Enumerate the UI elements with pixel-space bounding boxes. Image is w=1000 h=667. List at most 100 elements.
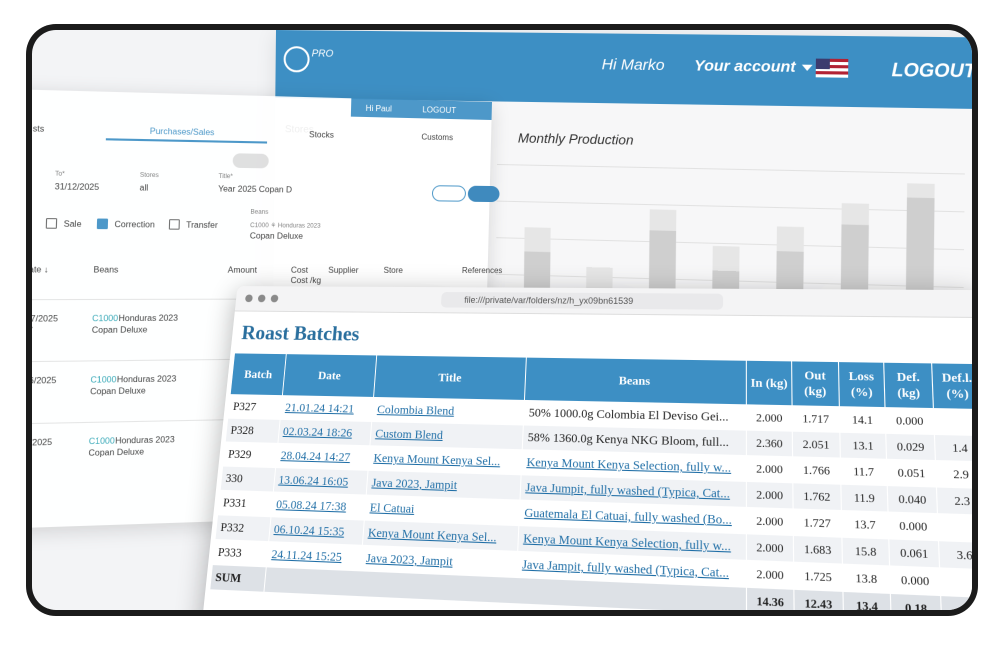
cell[interactable]: 13.06.24 16:05 bbox=[273, 467, 369, 496]
bean-origin: Honduras 2023 bbox=[118, 313, 179, 324]
bean-code[interactable]: C1000 bbox=[92, 313, 119, 324]
address-bar[interactable]: file:///private/var/folders/nz/h_yx09bn6… bbox=[440, 291, 724, 310]
brand: PRO bbox=[311, 48, 334, 60]
bean-origin: Honduras 2023 bbox=[115, 434, 175, 446]
add-button[interactable] bbox=[232, 153, 269, 169]
cell: 1.4 bbox=[934, 434, 972, 462]
batch-id: P333 bbox=[212, 539, 269, 567]
checkbox[interactable] bbox=[96, 218, 109, 230]
logo bbox=[283, 46, 310, 73]
cell: 0.061 bbox=[889, 538, 940, 568]
logout-button[interactable]: LOGOUT bbox=[891, 59, 972, 82]
window-button[interactable] bbox=[257, 294, 266, 303]
cell: 2.3 bbox=[936, 486, 972, 516]
cell: 0.000 bbox=[888, 512, 939, 541]
cell: 15.8 bbox=[841, 537, 891, 566]
sum-value: 0.18 bbox=[890, 593, 942, 610]
cell: 1.717 bbox=[792, 405, 840, 433]
sum-value: 1.5 bbox=[940, 595, 972, 610]
sum-label: SUM bbox=[209, 564, 267, 593]
title-field[interactable]: Year 2025 Copan D bbox=[218, 184, 293, 195]
field-label: Title* bbox=[218, 173, 233, 181]
beans-select[interactable]: Copan Deluxe bbox=[249, 231, 304, 241]
column-header[interactable]: ate ↓ bbox=[32, 264, 49, 275]
header-bar: PRO Hi Marko Your account LOGOUT bbox=[275, 30, 972, 110]
checkbox-label: Sale bbox=[63, 219, 82, 229]
column-header: Beans bbox=[93, 265, 119, 275]
account-label[interactable]: Your account bbox=[694, 57, 796, 76]
cancel-button[interactable] bbox=[431, 185, 467, 202]
greeting[interactable]: Hi Marko bbox=[601, 55, 665, 75]
date-field[interactable]: 31/12/2025 bbox=[54, 181, 100, 193]
cell: 2.000 bbox=[746, 560, 795, 590]
flag-stripe bbox=[815, 74, 849, 78]
column-header: Store bbox=[383, 265, 404, 275]
tab[interactable]: Stocks bbox=[308, 130, 335, 140]
batch-id: P329 bbox=[222, 441, 278, 468]
column-header: Amount bbox=[227, 265, 258, 275]
column-header: Loss (%) bbox=[837, 361, 886, 408]
tab[interactable]: Customs bbox=[421, 132, 454, 143]
cell[interactable]: 02.03.24 18:26 bbox=[277, 419, 372, 446]
caret bbox=[802, 64, 813, 72]
logout-button[interactable]: LOGOUT bbox=[422, 105, 457, 116]
roast-table: Batch Date Title Beans In (kg) Out (kg) Loss (… bbox=[209, 352, 972, 610]
flag[interactable] bbox=[815, 58, 849, 78]
cell[interactable]: Colombia Blend bbox=[371, 397, 525, 425]
sum-value: 13.4 bbox=[842, 591, 892, 610]
cell: 2.000 bbox=[746, 455, 794, 483]
cell[interactable]: 28.04.24 14:27 bbox=[275, 443, 371, 471]
confirm-button[interactable] bbox=[467, 185, 500, 203]
cell: 2.9 bbox=[935, 460, 972, 489]
browser-window: file:///private/var/folders/nz/h_yx09bn6… bbox=[199, 286, 972, 610]
bean-name: Copan Deluxe bbox=[88, 447, 145, 458]
bar bbox=[711, 245, 740, 356]
device-frame: Stores PRO Hi Marko Your account LOGOUT … bbox=[26, 24, 978, 616]
cell: 1.725 bbox=[793, 562, 843, 592]
column-header: Def.l. (%) bbox=[931, 362, 972, 410]
document-title: Roast Batches bbox=[240, 320, 361, 346]
cell: 3.6 bbox=[938, 540, 972, 570]
cell: 14.1 bbox=[838, 406, 887, 434]
bean-name: Copan Deluxe bbox=[90, 386, 146, 397]
browser-toolbar: file:///private/var/folders/nz/h_yx09bn6… bbox=[234, 286, 972, 318]
cell[interactable]: 21.01.24 14:21 bbox=[279, 395, 374, 422]
active-tab-indicator bbox=[105, 138, 268, 144]
checkbox[interactable] bbox=[45, 218, 58, 229]
stores-select[interactable]: all bbox=[139, 183, 149, 193]
cell: 1.766 bbox=[792, 456, 841, 485]
column-header: Def. (kg) bbox=[884, 362, 934, 409]
greeting[interactable]: Hi Paul bbox=[365, 103, 392, 114]
batch-id: 330 bbox=[220, 466, 276, 493]
cell: 2.360 bbox=[746, 430, 793, 457]
bean-code[interactable]: C1000 bbox=[90, 374, 117, 385]
cell: 0.000 bbox=[885, 407, 935, 435]
cell: 0.040 bbox=[887, 485, 938, 514]
column-header: Beans bbox=[524, 357, 747, 405]
cell[interactable]: 06.10.24 15:35 bbox=[268, 516, 365, 546]
grid-line bbox=[497, 201, 965, 212]
grid-line bbox=[497, 164, 965, 173]
cell bbox=[939, 567, 972, 598]
bean-code[interactable]: C1000 bbox=[88, 436, 115, 447]
window-button[interactable] bbox=[244, 294, 253, 303]
bean-origin: Honduras 2023 bbox=[116, 374, 177, 385]
column-header: Cost /kg bbox=[290, 275, 322, 286]
row-time: 07 bbox=[32, 326, 33, 336]
cell: 13.8 bbox=[841, 564, 891, 594]
column-header: In (kg) bbox=[746, 360, 793, 406]
tab[interactable]: sts bbox=[32, 123, 45, 134]
cell: 13.1 bbox=[839, 432, 887, 460]
tab[interactable]: Purchases/Sales bbox=[149, 126, 215, 138]
checkbox[interactable] bbox=[168, 219, 180, 230]
batch-id: P327 bbox=[227, 394, 283, 420]
account-menu[interactable]: Your account bbox=[694, 57, 813, 76]
cell[interactable]: 05.08.24 17:38 bbox=[270, 492, 367, 521]
field-label: Beans bbox=[250, 209, 269, 216]
row-date: 03/2025 bbox=[32, 437, 53, 448]
cell: 2.000 bbox=[746, 507, 794, 536]
window-button[interactable] bbox=[270, 294, 279, 303]
cell: 2.000 bbox=[746, 404, 793, 432]
cell: 0.029 bbox=[886, 433, 936, 461]
